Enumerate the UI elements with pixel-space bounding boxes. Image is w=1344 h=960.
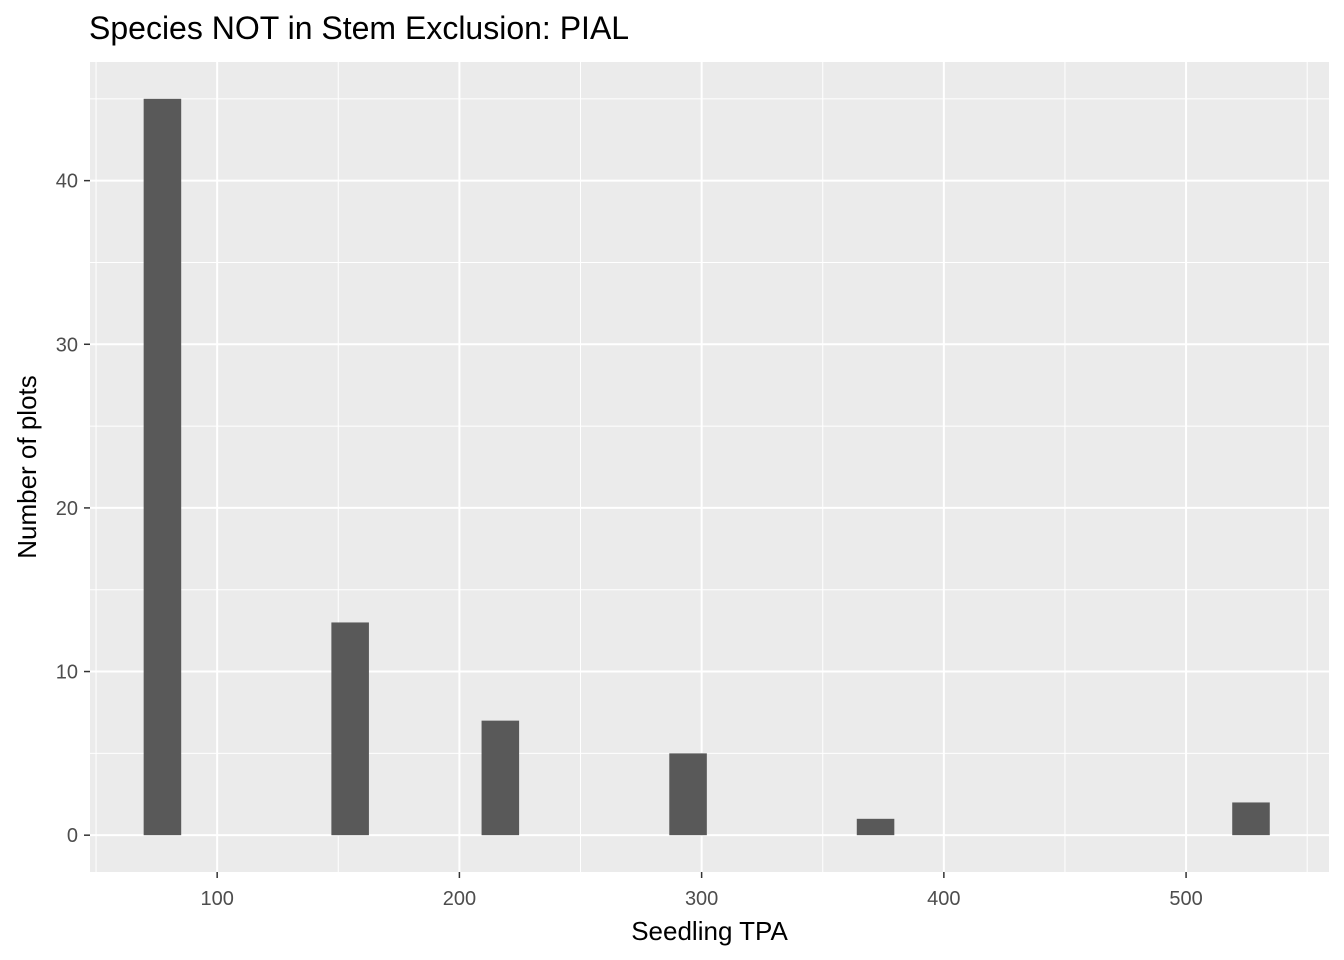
histogram-bar <box>481 720 520 836</box>
y-tick-label: 30 <box>56 334 78 356</box>
y-axis-title: Number of plots <box>12 375 42 559</box>
y-axis: 0 10 20 30 40 <box>56 171 90 847</box>
x-tick-label: 200 <box>443 888 476 910</box>
y-tick-label: 20 <box>56 498 78 520</box>
x-tick-label: 100 <box>200 888 233 910</box>
bars-group <box>143 98 1270 836</box>
x-axis-title: Seedling TPA <box>631 916 788 946</box>
minor-gridlines <box>90 62 1329 872</box>
plot-panel <box>90 62 1329 872</box>
histogram-bar <box>331 622 369 836</box>
x-axis: 100 200 300 400 500 <box>200 872 1203 910</box>
chart-title: Species NOT in Stem Exclusion: PIAL <box>89 10 630 46</box>
x-tick-label: 300 <box>685 888 718 910</box>
major-gridlines <box>90 62 1329 872</box>
x-tick-label: 500 <box>1169 888 1202 910</box>
y-tick-label: 10 <box>56 662 78 684</box>
histogram-bar <box>669 753 707 836</box>
y-tick-label: 0 <box>67 825 78 847</box>
x-tick-label: 400 <box>927 888 960 910</box>
histogram-bar <box>1232 802 1270 836</box>
y-tick-label: 40 <box>56 171 78 193</box>
histogram-bar <box>856 818 895 836</box>
histogram-bar <box>143 98 182 836</box>
